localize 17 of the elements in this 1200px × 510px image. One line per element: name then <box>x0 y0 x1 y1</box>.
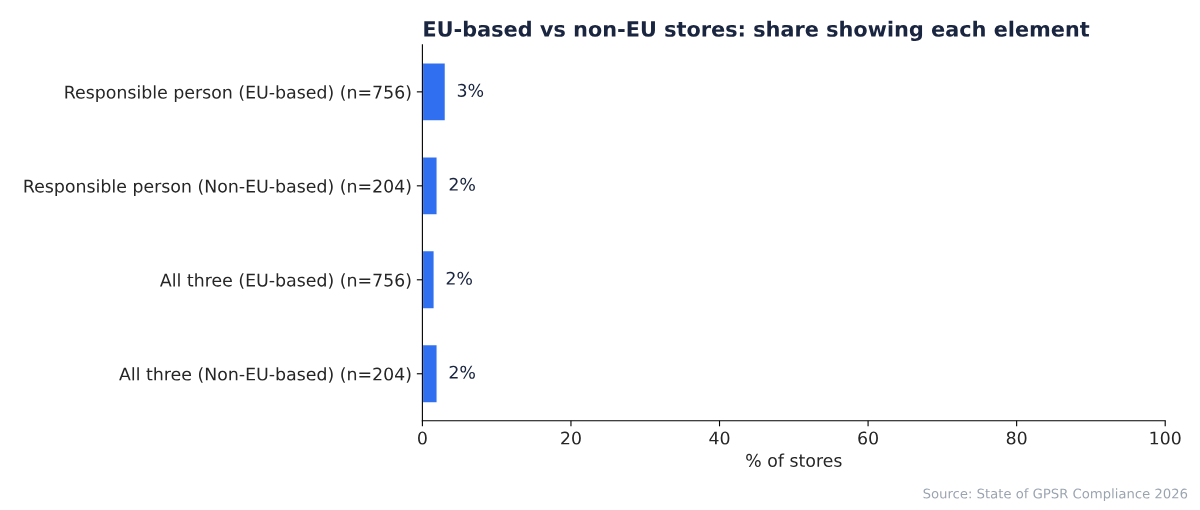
y-tick-label: All three (Non-EU-based) (n=204) <box>119 367 411 383</box>
x-tick-label: 100 <box>1150 431 1181 445</box>
x-axis-title: % of stores <box>746 453 842 467</box>
x-tick-label: 20 <box>561 431 581 445</box>
source-note: Source: State of GPSR Compliance 2026 <box>923 488 1188 502</box>
x-tick-label: 40 <box>709 431 730 445</box>
chart-title: EU-based vs non-EU stores: share showing each element <box>424 20 1090 42</box>
data-label: 2% <box>449 365 475 379</box>
data-label: 2% <box>446 271 472 285</box>
y-tick-label: All three (EU-based) (n=756) <box>159 273 411 289</box>
y-tick-label: Responsible person (EU-based) (n=756) <box>65 85 411 103</box>
x-tick-label: 0 <box>418 431 427 445</box>
data-label: 3% <box>457 83 484 97</box>
data-label: 2% <box>449 177 475 191</box>
x-tick-label: 60 <box>858 431 878 445</box>
y-tick-label: Responsible person (Non-EU-based) (n=204) <box>24 179 411 197</box>
x-tick-label: 80 <box>1006 431 1027 445</box>
